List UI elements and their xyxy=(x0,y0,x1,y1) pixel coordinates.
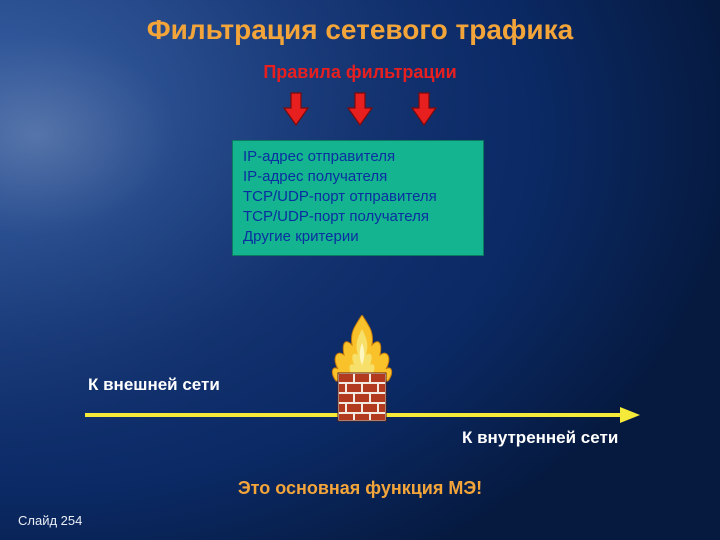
down-arrow-icon xyxy=(283,92,309,126)
criteria-item: Другие критерии xyxy=(243,227,473,247)
criteria-item: TCP/UDP-порт получателя xyxy=(243,207,473,227)
firewall-icon xyxy=(322,315,402,425)
bottom-note: Это основная функция МЭ! xyxy=(0,478,720,499)
slide-title: Фильтрация сетевого трафика xyxy=(0,14,720,46)
internal-network-label: К внутренней сети xyxy=(462,428,618,448)
criteria-item: IP-адрес получателя xyxy=(243,167,473,187)
slide-number: Слайд 254 xyxy=(18,513,82,528)
down-arrow-icon xyxy=(411,92,437,126)
down-arrows-row xyxy=(0,92,720,126)
criteria-item: TCP/UDP-порт отправителя xyxy=(243,187,473,207)
criteria-item: IP-адрес отправителя xyxy=(243,147,473,167)
filter-rules-subtitle: Правила фильтрации xyxy=(0,62,720,83)
external-network-label: К внешней сети xyxy=(88,375,220,395)
filter-criteria-box: IP-адрес отправителя IP-адрес получателя… xyxy=(232,140,484,256)
down-arrow-icon xyxy=(347,92,373,126)
